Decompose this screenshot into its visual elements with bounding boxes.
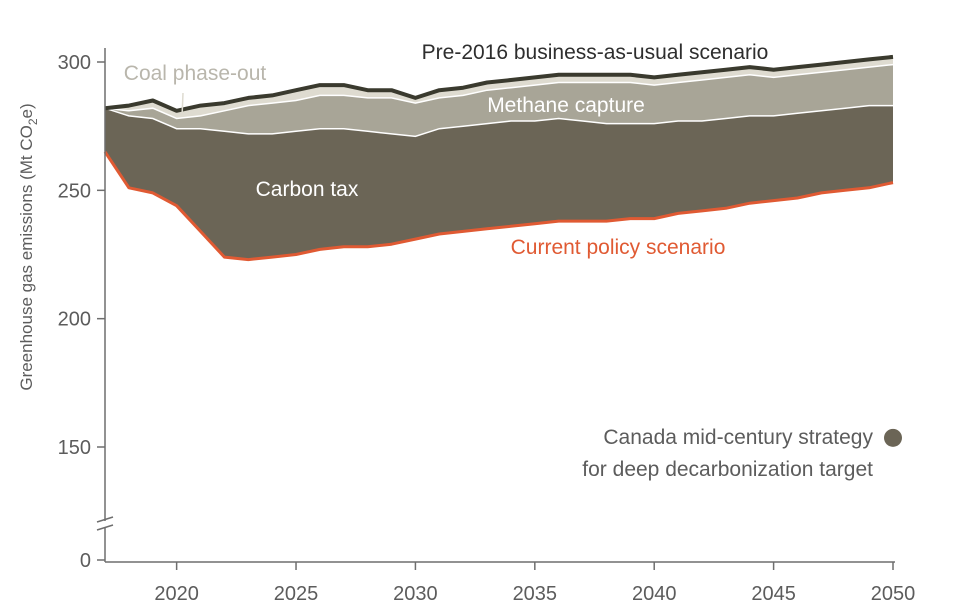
coal-leader-line [181,92,184,118]
band-methane-capture [105,64,893,137]
scenario-lines [103,54,894,262]
label-methane-capture: Methane capture [487,94,645,117]
x-tick-label: 2025 [274,583,319,605]
axis-break-mark [96,516,114,523]
target-point [884,428,902,447]
line-bau [104,54,894,113]
line-current-policy [103,150,894,262]
x-tick-label: 2040 [632,583,677,605]
y-axis-break-marks [96,516,114,531]
y-tick-label: 200 [58,309,91,331]
axis-break-gap [97,521,113,527]
x-tick-label: 2030 [393,583,438,605]
label-carbon-tax: Carbon tax [256,178,359,201]
separator-coal [104,63,894,120]
y-tick-label: 0 [80,550,91,572]
separator-methane [104,104,893,138]
target-label-line-2: for deep decarbonization target [582,458,873,481]
y-axis-title: Greenhouse gas emissions (Mt CO2e) [17,103,40,390]
axis-break-mark [96,524,114,531]
area-bands [105,56,893,260]
y-tick-label: 250 [58,180,91,202]
y-ticks: 0 150 200 250 300 [58,52,105,572]
label-bau: Pre-2016 business-as-usual scenario [422,41,769,64]
x-ticks: 2020 2025 2030 2035 2040 2045 2050 [154,562,915,605]
band-coal-phase-out [105,56,893,119]
x-tick-label: 2050 [871,583,916,605]
x-tick-label: 2045 [751,583,796,605]
label-coal-phase-out: Coal phase-out [124,62,267,85]
x-tick-label: 2020 [154,583,199,605]
x-tick-label: 2035 [513,583,558,605]
target-label-line-1: Canada mid-century strategy [603,426,873,449]
band-carbon-tax [105,105,893,260]
label-current-policy: Current policy scenario [511,236,726,259]
y-tick-label: 300 [58,52,91,74]
y-tick-label: 150 [58,437,91,459]
